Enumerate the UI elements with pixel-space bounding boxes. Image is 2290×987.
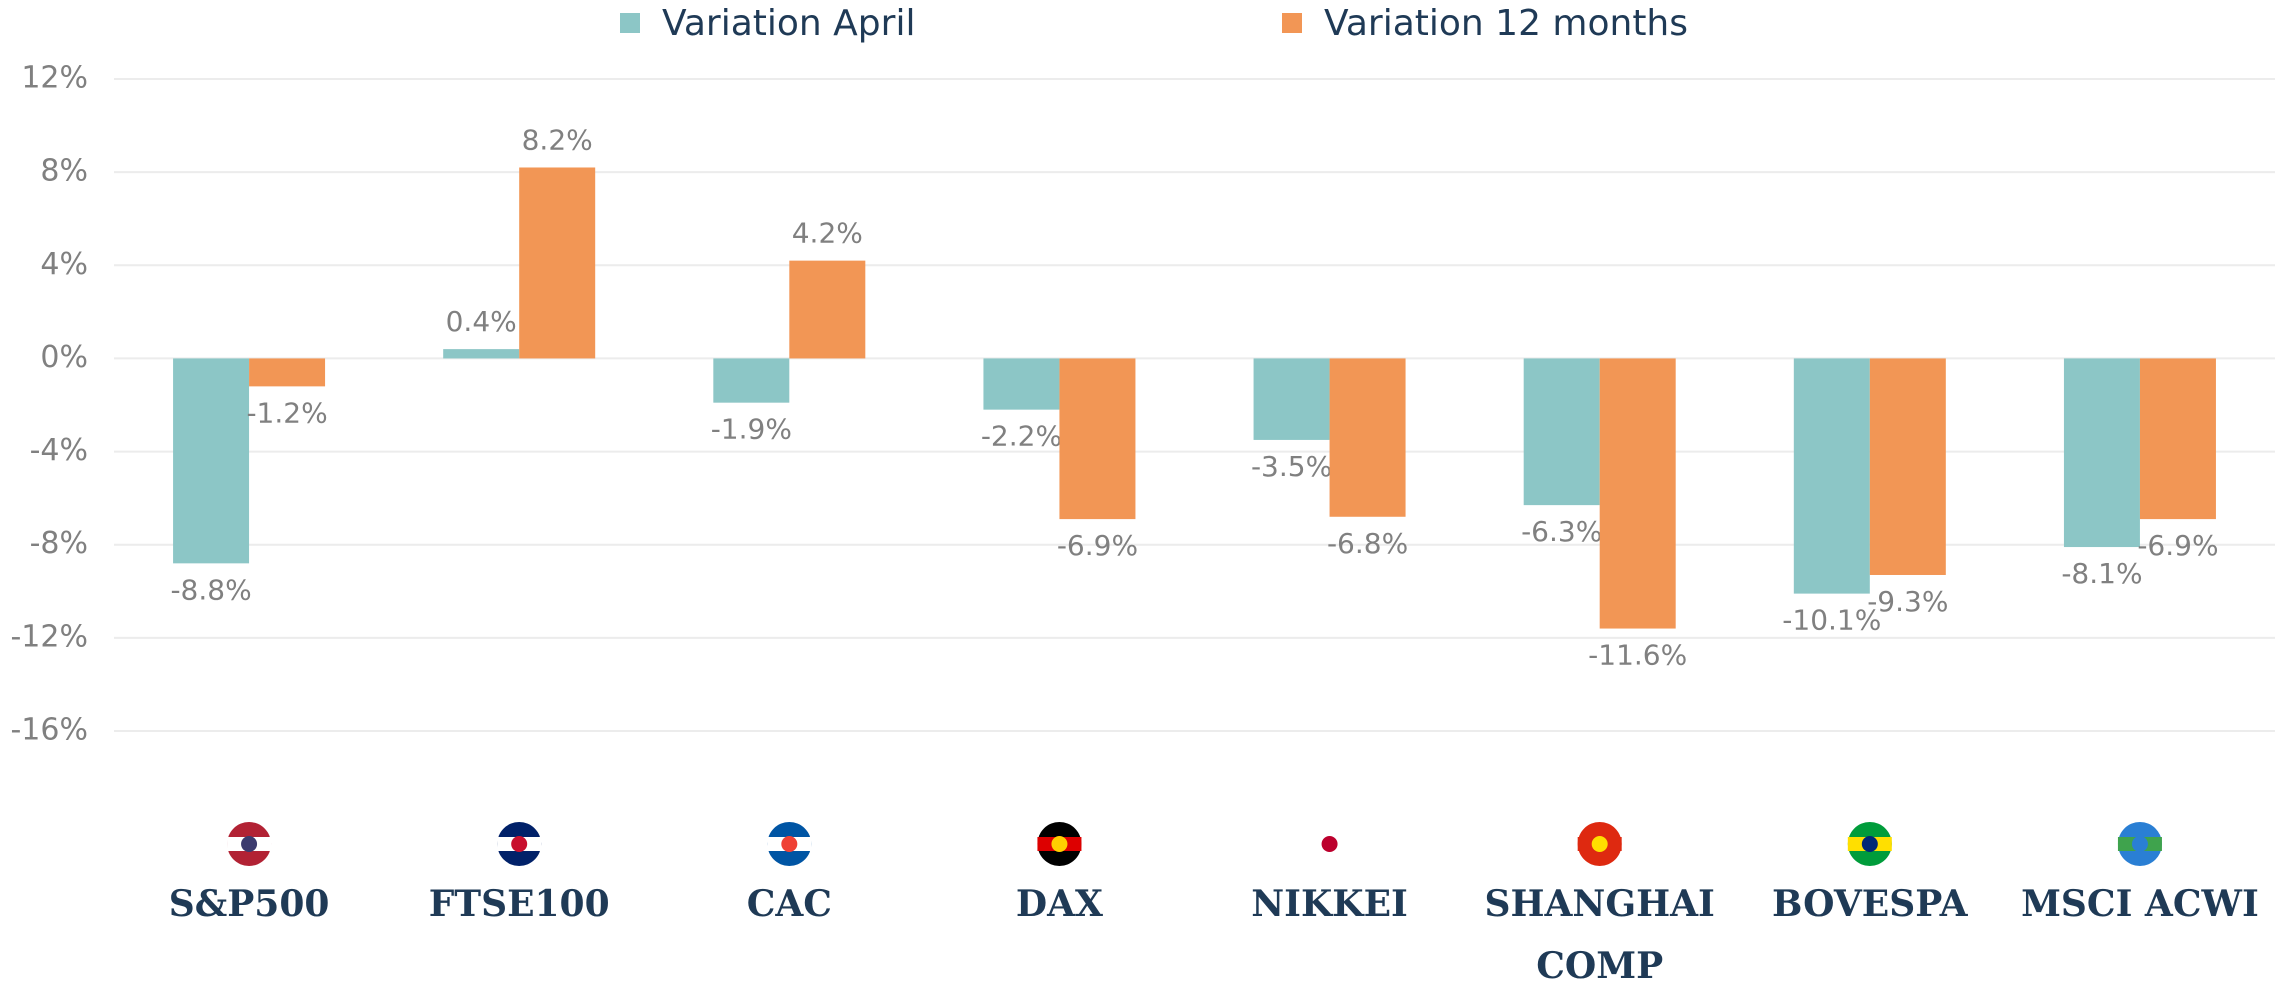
value-label: -1.9% bbox=[711, 413, 792, 446]
legend-label: Variation 12 months bbox=[1324, 3, 1688, 44]
value-label: 0.4% bbox=[446, 305, 517, 338]
legend-label: Variation April bbox=[662, 3, 915, 44]
legend-swatch bbox=[620, 13, 640, 33]
x-tick-label: DAX bbox=[1016, 883, 1103, 925]
legend-swatch bbox=[1282, 13, 1302, 33]
value-label: -6.9% bbox=[1057, 529, 1138, 562]
value-label: -3.5% bbox=[1251, 450, 1332, 483]
y-tick-label: -4% bbox=[30, 433, 88, 468]
bar bbox=[713, 358, 790, 403]
y-tick-label: 0% bbox=[40, 340, 88, 375]
value-label: 8.2% bbox=[522, 123, 593, 156]
x-tick-label: BOVESPA bbox=[1772, 883, 1969, 925]
x-tick-label: SHANGHAI COMP bbox=[1484, 883, 1714, 987]
bar bbox=[1869, 358, 1946, 575]
x-tick-label: CAC bbox=[747, 883, 832, 925]
bar bbox=[983, 358, 1060, 410]
flag-dot bbox=[1051, 836, 1068, 852]
bar bbox=[2139, 358, 2216, 520]
value-label: -6.3% bbox=[1521, 515, 1602, 548]
bar bbox=[1329, 358, 1406, 517]
x-tick-line: SHANGHAI bbox=[1484, 883, 1714, 925]
bar bbox=[173, 358, 250, 564]
bar bbox=[249, 358, 326, 387]
value-label: -6.8% bbox=[1327, 527, 1408, 560]
flag-dot bbox=[781, 836, 798, 852]
flag-dot bbox=[1591, 836, 1608, 852]
bar bbox=[519, 167, 596, 359]
bar bbox=[443, 349, 520, 359]
bar bbox=[2063, 358, 2140, 548]
x-tick-line: COMP bbox=[1536, 945, 1663, 987]
flag-dot bbox=[1321, 836, 1338, 852]
flag-dot bbox=[511, 836, 528, 852]
x-tick-label: S&P500 bbox=[169, 883, 330, 925]
bar bbox=[1059, 358, 1136, 520]
y-tick-label: -8% bbox=[30, 526, 88, 561]
value-label: -1.2% bbox=[246, 396, 327, 429]
value-label: -8.1% bbox=[2061, 557, 2142, 590]
value-label: -10.1% bbox=[1782, 604, 1881, 637]
y-tick-label: -12% bbox=[10, 619, 88, 654]
flag-dot bbox=[241, 836, 258, 852]
y-tick-label: 12% bbox=[21, 61, 88, 96]
x-tick-label: MSCI ACWI bbox=[2021, 883, 2259, 925]
flag-dot bbox=[1861, 836, 1878, 852]
x-tick-label: NIKKEI bbox=[1251, 883, 1408, 925]
value-label: 4.2% bbox=[792, 217, 863, 250]
bar bbox=[789, 260, 866, 359]
y-tick-label: 4% bbox=[40, 247, 88, 282]
flag-dot bbox=[2131, 836, 2148, 852]
value-label: -8.8% bbox=[170, 573, 251, 606]
bar bbox=[1523, 358, 1600, 506]
bar bbox=[1599, 358, 1676, 629]
y-tick-label: -16% bbox=[10, 713, 88, 748]
value-label: -6.9% bbox=[2137, 529, 2218, 562]
bar bbox=[1253, 358, 1330, 440]
x-tick-label: FTSE100 bbox=[429, 883, 610, 925]
value-label: -9.3% bbox=[1867, 585, 1948, 618]
value-label: -11.6% bbox=[1588, 639, 1687, 672]
y-tick-label: 8% bbox=[40, 154, 88, 189]
value-label: -2.2% bbox=[981, 420, 1062, 453]
bar bbox=[1793, 358, 1870, 594]
